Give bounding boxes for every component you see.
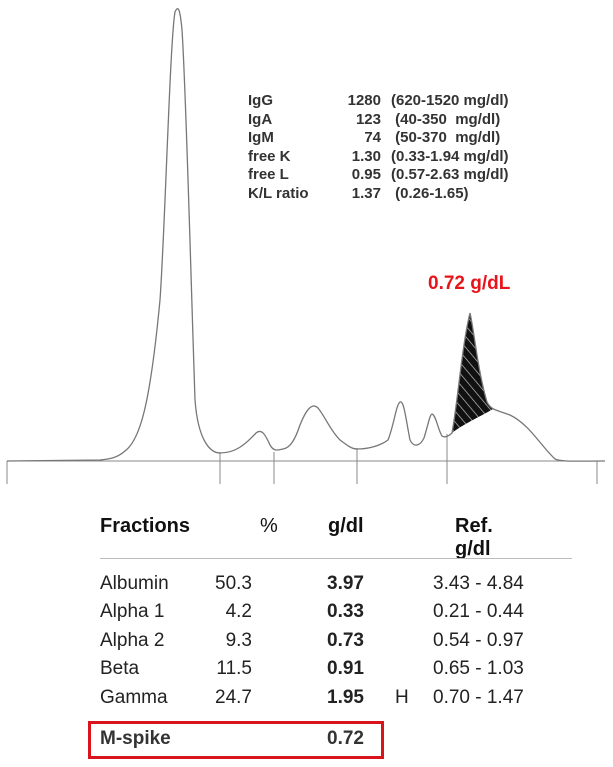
fraction-gdl: 0.73 <box>327 630 364 651</box>
ig-name: IgA <box>248 110 273 128</box>
fraction-ref: 0.54 - 0.97 <box>433 630 524 651</box>
fraction-ref: 0.65 - 1.03 <box>433 658 524 679</box>
fraction-name: Beta <box>100 658 140 679</box>
ig-row-igg: IgG 1280 (620-1520 mg/dl) <box>248 92 509 111</box>
fraction-gdl: 1.95 <box>327 687 364 708</box>
ig-row-iga: IgA 123 (40-350 mg/dl) <box>248 111 509 130</box>
ig-value: 74 <box>364 129 381 146</box>
m-spike-highlight-box <box>88 721 384 759</box>
fraction-ref: 0.21 - 0.44 <box>433 601 524 622</box>
fraction-percent: 11.5 <box>216 658 252 679</box>
electrophoresis-trace <box>6 8 606 484</box>
ig-row-igm: IgM 74 (50-370 mg/dl) <box>248 129 509 148</box>
m-spike-annotation: 0.72 g/dL <box>428 273 511 294</box>
fraction-flag-high: H <box>395 687 409 708</box>
trace-line <box>6 8 606 462</box>
header-gdl: g/dl <box>328 515 364 537</box>
fraction-dividers <box>6 434 598 484</box>
header-divider <box>100 558 572 559</box>
ig-ref: (620-1520 mg/dl) <box>391 92 509 109</box>
fraction-percent: 9.3 <box>225 630 252 651</box>
fraction-ref: 3.43 - 4.84 <box>433 573 524 594</box>
ig-ref: (0.33-1.94 mg/dl) <box>391 147 509 165</box>
ig-row-kl-ratio: K/L ratio 1.37 (0.26-1.65) <box>248 185 509 204</box>
ig-name: IgM <box>248 129 274 146</box>
header-fractions: Fractions <box>100 515 191 537</box>
ig-name: free L <box>248 166 289 183</box>
fraction-name: Albumin <box>100 573 169 594</box>
m-spike-name: M-spike <box>100 728 171 749</box>
m-spike-value: 0.72 <box>327 728 364 749</box>
fraction-name: Gamma <box>100 687 168 708</box>
ig-value: 1.37 <box>351 184 381 202</box>
fraction-gdl: 0.91 <box>327 658 364 679</box>
fraction-percent: 50.3 <box>215 573 252 594</box>
immunoglobulin-panel: IgG 1280 (620-1520 mg/dl) IgA 123 (40-35… <box>248 92 509 203</box>
ig-row-free-l: free L 0.95 (0.57-2.63 mg/dl) <box>248 166 509 185</box>
ig-ref: (50-370 mg/dl) <box>391 129 501 146</box>
header-ref: Ref. g/dl <box>455 515 493 560</box>
m-spike-area <box>452 313 493 433</box>
fraction-percent: 4.2 <box>225 601 252 622</box>
fraction-gdl: 0.33 <box>327 601 364 622</box>
fraction-gdl: 3.97 <box>327 573 364 594</box>
ig-value: 123 <box>355 110 381 128</box>
fraction-ref: 0.70 - 1.47 <box>433 687 524 708</box>
ig-name: K/L ratio <box>248 184 309 202</box>
ig-ref: (40-350 mg/dl) <box>391 110 501 128</box>
ig-ref: (0.57-2.63 mg/dl) <box>391 166 509 183</box>
fraction-percent: 24.7 <box>215 687 252 708</box>
ig-ref: (0.26-1.65) <box>391 184 469 202</box>
ig-name: IgG <box>248 92 273 109</box>
ig-value: 1.30 <box>351 147 381 165</box>
ig-value: 1280 <box>347 92 381 109</box>
ig-name: free K <box>248 147 291 165</box>
ig-value: 0.95 <box>351 166 381 183</box>
header-percent: % <box>260 515 278 537</box>
fraction-name: Alpha 1 <box>100 601 165 622</box>
ig-row-free-k: free K 1.30 (0.33-1.94 mg/dl) <box>248 148 509 167</box>
fraction-name: Alpha 2 <box>100 630 165 651</box>
